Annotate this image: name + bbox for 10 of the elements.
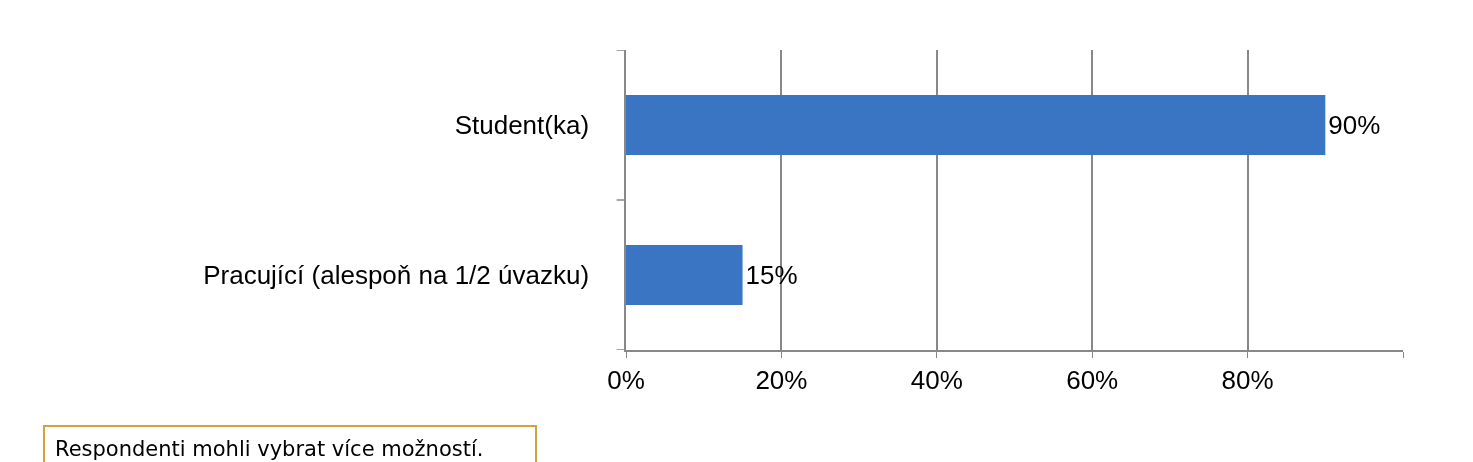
data-label: 15% (745, 260, 798, 290)
x-tick-label: 20% (755, 364, 808, 395)
x-tick-label: 80% (1221, 364, 1274, 395)
text: Respondenti mohli vybrat více možností. (55, 437, 484, 461)
x-tick-label: 0% (607, 364, 645, 395)
x-tick-label: 60% (1066, 364, 1119, 395)
y-tick-label: Pracující (alespoň na 1/2 úvazku) (203, 260, 590, 291)
data-label: 90% (1328, 110, 1381, 140)
y-tick-label: Student(ka) (454, 110, 590, 141)
x-tick-label: 40% (910, 364, 963, 395)
